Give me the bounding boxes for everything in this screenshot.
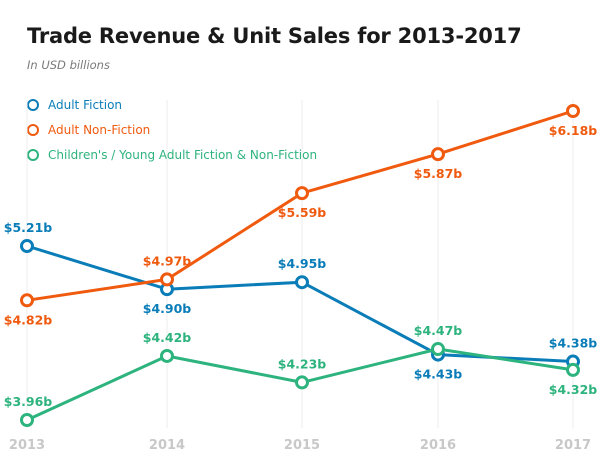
legend-marker-adult-fiction bbox=[27, 98, 39, 111]
data-label-children-s-young-adult-fiction-non-fiction-2015: $4.23b bbox=[278, 356, 327, 371]
point-adult-non-fiction-2013 bbox=[20, 293, 34, 308]
data-label-children-s-young-adult-fiction-non-fiction-2016: $4.47b bbox=[414, 323, 463, 338]
legend-label-adult-fiction: Adult Fiction bbox=[48, 97, 123, 112]
chart-subtitle: In USD billions bbox=[27, 58, 110, 72]
data-label-adult-non-fiction-2013: $4.82b bbox=[4, 312, 53, 327]
legend-marker-adult-non-fiction bbox=[27, 123, 39, 136]
legend-marker-childrens-ya bbox=[27, 148, 39, 161]
data-label-adult-non-fiction-2014: $4.97b bbox=[143, 253, 192, 268]
point-adult-non-fiction-2015 bbox=[295, 186, 309, 201]
legend-label-childrens-ya: Children's / Young Adult Fiction & Non-F… bbox=[48, 147, 318, 162]
x-tick-label-2015: 2015 bbox=[284, 438, 320, 453]
series-points bbox=[20, 104, 580, 427]
chart-title: Trade Revenue & Unit Sales for 2013-2017 bbox=[27, 24, 522, 48]
legend-item-adult-non-fiction: Adult Non-Fiction bbox=[27, 117, 317, 142]
point-children-s-young-adult-fiction-non-fiction-2014 bbox=[160, 348, 174, 363]
data-label-adult-fiction-2014: $4.90b bbox=[143, 301, 192, 316]
point-adult-non-fiction-2017 bbox=[566, 104, 580, 118]
data-label-children-s-young-adult-fiction-non-fiction-2017: $4.32b bbox=[549, 382, 598, 397]
point-children-s-young-adult-fiction-non-fiction-2017 bbox=[566, 362, 580, 377]
legend-item-adult-fiction: Adult Fiction bbox=[27, 92, 317, 117]
x-axis-ticks: 2013 2014 2015 2016 2017 bbox=[9, 438, 591, 453]
point-adult-non-fiction-2014 bbox=[160, 272, 174, 287]
data-label-children-s-young-adult-fiction-non-fiction-2013: $3.96b bbox=[4, 394, 53, 409]
data-label-adult-fiction-2017: $4.38b bbox=[549, 336, 598, 351]
legend-item-childrens-ya: Children's / Young Adult Fiction & Non-F… bbox=[27, 142, 317, 167]
data-label-adult-fiction-2016: $4.43b bbox=[414, 367, 463, 382]
point-adult-fiction-2013 bbox=[20, 239, 34, 254]
data-label-adult-non-fiction-2017: $6.18b bbox=[549, 123, 598, 138]
data-labels: $5.21b $4.90b $4.95b $4.43b $4.38b $4.82b $4.9… bbox=[4, 123, 598, 409]
x-tick-label-2014: 2014 bbox=[149, 438, 185, 453]
point-adult-non-fiction-2016 bbox=[431, 147, 445, 162]
point-children-s-young-adult-fiction-non-fiction-2016 bbox=[431, 342, 445, 357]
data-label-adult-fiction-2015: $4.95b bbox=[278, 256, 327, 271]
x-tick-label-2017: 2017 bbox=[555, 438, 591, 453]
legend: Adult Fiction Adult Non-Fiction Children… bbox=[27, 92, 317, 167]
x-tick-label-2016: 2016 bbox=[420, 438, 456, 453]
point-adult-fiction-2015 bbox=[295, 275, 309, 290]
point-children-s-young-adult-fiction-non-fiction-2013 bbox=[20, 413, 34, 427]
x-tick-label-2013: 2013 bbox=[9, 438, 45, 453]
point-children-s-young-adult-fiction-non-fiction-2015 bbox=[295, 375, 309, 390]
data-label-adult-fiction-2013: $5.21b bbox=[4, 220, 53, 235]
data-label-adult-non-fiction-2016: $5.87b bbox=[414, 166, 463, 181]
legend-label-adult-non-fiction: Adult Non-Fiction bbox=[48, 122, 151, 137]
data-label-adult-non-fiction-2015: $5.59b bbox=[278, 205, 327, 220]
data-label-children-s-young-adult-fiction-non-fiction-2014: $4.42b bbox=[143, 330, 192, 345]
